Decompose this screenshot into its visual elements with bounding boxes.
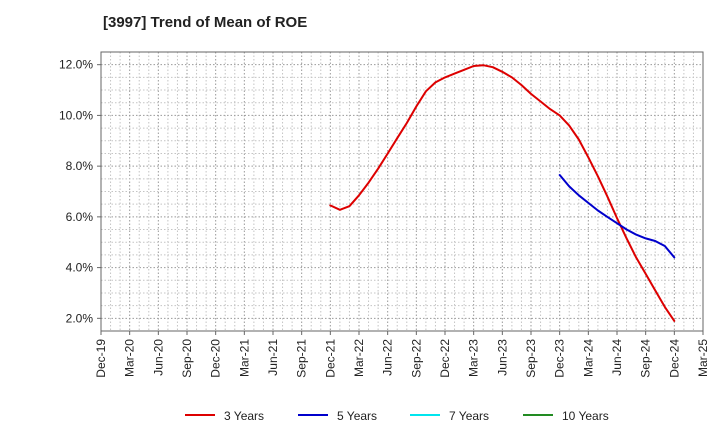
series-line-2 xyxy=(558,174,676,259)
x-tick-label: Jun-24 xyxy=(610,339,624,376)
x-tick-label: Dec-22 xyxy=(438,339,452,378)
chart-title: [3997] Trend of Mean of ROE xyxy=(103,14,308,31)
plot-border xyxy=(100,51,704,332)
x-tick-label: Dec-23 xyxy=(553,339,567,378)
x-tick-label: Sep-23 xyxy=(524,339,538,378)
x-tick-label: Jun-20 xyxy=(151,339,165,376)
y-tick-label: 12.0% xyxy=(59,58,93,72)
y-tick-label: 6.0% xyxy=(66,210,94,224)
x-tick-label: Sep-24 xyxy=(639,339,653,378)
x-tick-label: Sep-22 xyxy=(409,339,423,378)
legend-label: 5 Years xyxy=(337,409,377,423)
legend-label: 7 Years xyxy=(449,409,489,423)
x-tick-label: Sep-21 xyxy=(295,339,309,378)
series-line-1 xyxy=(329,64,676,322)
x-tick-label: Dec-19 xyxy=(94,339,108,378)
x-tick-label: Dec-21 xyxy=(323,339,337,378)
x-tick-label: Mar-21 xyxy=(237,339,251,377)
x-tick-label: Jun-22 xyxy=(381,339,395,376)
x-tick-label: Jun-21 xyxy=(266,339,280,376)
x-tick-label: Mar-25 xyxy=(696,339,710,377)
y-tick-label: 4.0% xyxy=(66,261,94,275)
y-tick-label: 10.0% xyxy=(59,108,93,122)
legend-label: 3 Years xyxy=(224,409,264,423)
x-tick-label: Mar-24 xyxy=(581,339,595,377)
x-tick-label: Dec-20 xyxy=(209,339,223,378)
x-tick-label: Mar-22 xyxy=(352,339,366,377)
y-tick-label: 2.0% xyxy=(66,311,94,325)
x-tick-label: Dec-24 xyxy=(667,339,681,378)
x-tick-label: Jun-23 xyxy=(495,339,509,376)
x-tick-label: Mar-23 xyxy=(467,339,481,377)
y-tick-label: 8.0% xyxy=(66,159,94,173)
x-tick-label: Mar-20 xyxy=(123,339,137,377)
legend-label: 10 Years xyxy=(562,409,609,423)
x-tick-label: Sep-20 xyxy=(180,339,194,378)
